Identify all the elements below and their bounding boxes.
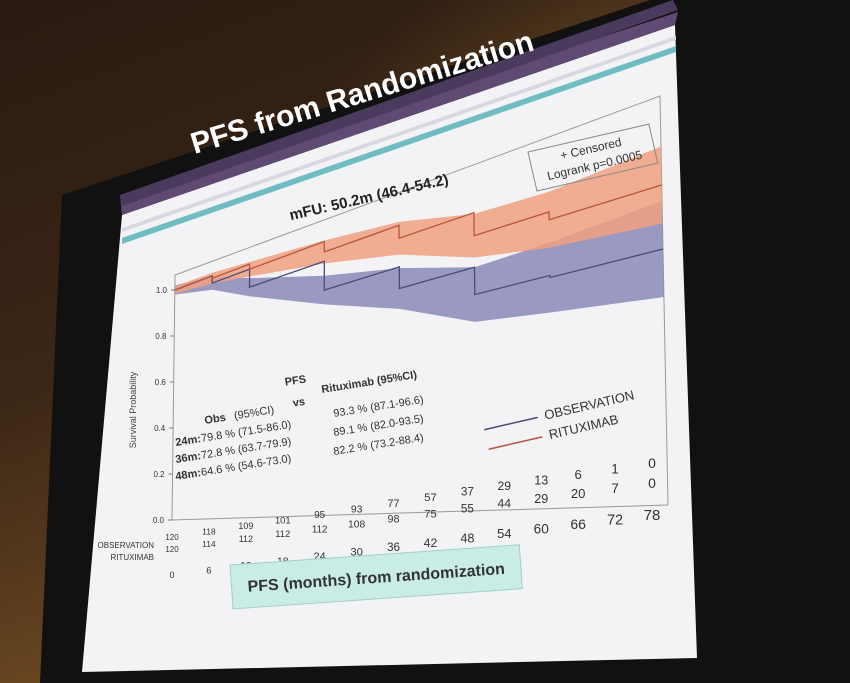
- at-risk-observation-count: 37: [461, 486, 474, 499]
- rituximab-curve: [174, 184, 662, 291]
- slide-header-band: [120, 12, 678, 215]
- at-risk-rituximab-count: 98: [388, 513, 400, 525]
- at-risk-rituximab-count: 112: [275, 529, 290, 539]
- at-risk-observation-count: 118: [202, 526, 216, 536]
- y-tick-label: 0.8: [155, 332, 167, 341]
- x-tick-label: 42: [424, 536, 438, 550]
- at-risk-observation-count: 13: [534, 474, 548, 488]
- at-risk-observation-count: 109: [238, 521, 253, 531]
- x-tick-label: 6: [206, 566, 211, 577]
- y-tick-label: 0.6: [155, 378, 167, 387]
- header-stripe: [122, 46, 676, 244]
- slide-body: [82, 25, 697, 672]
- at-risk-observation-count: 29: [498, 479, 512, 493]
- at-risk-observation-count: 57: [424, 492, 436, 504]
- y-tick-label: 0.2: [153, 470, 165, 479]
- at-risk-observation-count: 93: [351, 504, 363, 515]
- x-tick-label: 48: [460, 531, 474, 545]
- at-risk-rituximab-count: 112: [312, 524, 328, 535]
- vs-label: vs: [292, 396, 306, 410]
- at-risk-rituximab-count: 55: [461, 503, 475, 516]
- y-tick-label: 1.0: [156, 286, 168, 295]
- at-risk-observation-count: 120: [165, 533, 179, 542]
- at-risk-rituximab-count: 44: [498, 497, 512, 511]
- rituximab-ci-band: [175, 146, 663, 294]
- at-risk-observation-count: 6: [575, 467, 582, 482]
- comparison-time: 24m:: [175, 433, 202, 449]
- comparison-time: 48m:: [175, 467, 202, 483]
- km-chart: 0.00.20.40.60.81.0 061218243036424854606…: [98, 95, 669, 580]
- plot-frame: [171, 95, 669, 521]
- y-tick-label: 0.4: [154, 424, 166, 433]
- legend-observation-line: [484, 416, 539, 431]
- at-risk-rituximab-count: 108: [348, 519, 365, 530]
- at-risk-rituximab-count: 0: [648, 475, 656, 491]
- y-tick-label: 0.0: [153, 516, 165, 525]
- x-axis-title-box: [229, 544, 523, 610]
- at-risk-rituximab-count: 20: [571, 486, 586, 501]
- x-tick-label: 36: [387, 541, 401, 554]
- at-risk-rituximab-count: 120: [165, 545, 179, 554]
- at-risk-observation-count: 77: [388, 498, 400, 510]
- logrank-box: [527, 123, 659, 192]
- x-tick-label: 66: [570, 516, 586, 532]
- obs-header: Obs: [204, 412, 227, 427]
- pfs-label: PFS: [284, 373, 307, 388]
- x-tick-label: 72: [607, 512, 623, 528]
- y-axis-label: Survival Probability: [128, 371, 138, 448]
- observation-ci-band: [174, 201, 664, 322]
- at-risk-rituximab-count: 7: [611, 481, 619, 496]
- at-risk-rituximab-count: 29: [534, 492, 548, 506]
- legend-rituximab-line: [488, 436, 543, 450]
- at-risk-observation-count: 101: [275, 515, 291, 525]
- at-risk-observation-label: OBSERVATION: [98, 541, 155, 550]
- comparison-time: 36m:: [175, 450, 202, 466]
- at-risk-rituximab-label: RITUXIMAB: [110, 553, 154, 562]
- x-tick-label: 60: [534, 521, 550, 536]
- at-risk-rituximab-count: 114: [202, 539, 216, 549]
- at-risk-rituximab-count: 75: [424, 509, 436, 521]
- x-tick-label: 78: [644, 507, 661, 524]
- at-risk-observation-count: 1: [611, 462, 619, 477]
- at-risk-observation-count: 95: [314, 510, 325, 521]
- x-tick-label: 0: [169, 570, 174, 580]
- at-risk-rituximab-count: 112: [239, 534, 253, 544]
- x-tick-label: 54: [497, 526, 512, 541]
- at-risk-observation-count: 0: [648, 455, 656, 471]
- observation-curve: [174, 248, 664, 296]
